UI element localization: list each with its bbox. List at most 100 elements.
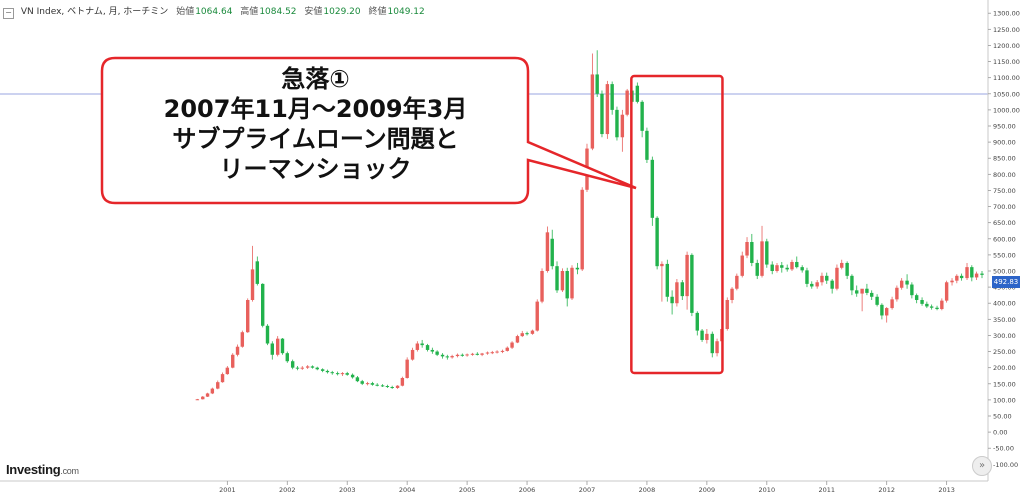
candle (450, 354, 454, 359)
candle (310, 365, 315, 369)
candle (695, 311, 699, 336)
candle-body (445, 356, 450, 358)
candle-body (610, 84, 614, 110)
candle (520, 330, 524, 338)
candle-body (850, 275, 854, 291)
candle-body (275, 338, 280, 355)
candle (395, 385, 400, 389)
candle-body (305, 366, 310, 368)
candle-body (790, 261, 794, 270)
candle-body (899, 280, 904, 288)
candle (360, 379, 364, 386)
candle-body (800, 267, 804, 271)
close-label: 終値 (368, 7, 387, 17)
candle (345, 371, 349, 376)
double-chevron-right-icon[interactable]: » (972, 456, 992, 476)
candle (940, 298, 944, 311)
candle-body (300, 367, 304, 369)
candle (730, 287, 734, 304)
candle-body (920, 300, 924, 304)
candle-body (385, 386, 390, 388)
candle (655, 216, 659, 270)
candle-body (261, 283, 265, 326)
candle-body (315, 367, 319, 370)
candle-body (935, 307, 939, 310)
candle (850, 274, 854, 296)
candle-body (815, 282, 819, 287)
candle-body (925, 303, 929, 307)
candle (685, 251, 689, 310)
y-tick-label: 500.00 (993, 268, 1016, 276)
candle (235, 344, 240, 357)
candle (875, 294, 879, 307)
candle-body (375, 384, 379, 386)
candle (905, 274, 909, 289)
candle-body (685, 254, 689, 297)
y-tick-label: 200.00 (993, 364, 1016, 372)
high-label: 高値 (240, 7, 259, 17)
candle-body (370, 383, 375, 385)
candle-body (940, 300, 944, 310)
y-tick-label: 300.00 (993, 332, 1016, 340)
candle-body (360, 381, 364, 384)
candle-body (250, 269, 255, 300)
candle-body (560, 271, 565, 291)
candle-body (515, 336, 520, 343)
candle (855, 285, 859, 297)
candle (515, 334, 520, 344)
candle (250, 245, 255, 302)
x-tick-label: 2004 (399, 486, 416, 494)
x-tick-label: 2009 (699, 486, 716, 494)
candle-body (255, 261, 260, 284)
candle-body (500, 350, 505, 352)
candle-body (875, 296, 879, 305)
candle-body (405, 359, 409, 378)
candle-body (595, 74, 599, 94)
candle-body (620, 114, 625, 138)
y-tick-label: 1050.00 (993, 90, 1020, 98)
y-tick-label: 150.00 (993, 380, 1016, 388)
candle (815, 280, 819, 289)
candle (959, 273, 964, 281)
candle-body (715, 341, 719, 354)
candle-body (660, 263, 664, 267)
candle (335, 371, 340, 376)
candle (765, 238, 769, 268)
candle (410, 347, 415, 361)
candle (980, 271, 984, 279)
candle (415, 341, 420, 352)
candle (490, 350, 494, 355)
candle-body (480, 353, 484, 355)
candle (575, 262, 580, 275)
candle-body (460, 354, 465, 356)
candle (275, 336, 280, 357)
candle (665, 259, 670, 302)
candle (445, 354, 450, 360)
x-tick-label: 2002 (279, 486, 296, 494)
candle-body (845, 262, 849, 276)
annotation-line-2: 2007年11月～2009年3月 (163, 95, 468, 123)
candle-body (540, 271, 544, 302)
annotation-line-3: サブプライムローン問題と (172, 125, 459, 153)
candle-body (535, 301, 539, 331)
candle (545, 226, 550, 273)
candle (790, 259, 794, 271)
candle-body (420, 343, 424, 346)
candle (890, 296, 894, 310)
candle-body (870, 292, 874, 297)
candle-body (944, 282, 949, 301)
candle (330, 370, 334, 375)
y-tick-label: 1200.00 (993, 42, 1020, 50)
candle-body (195, 399, 200, 401)
candle (640, 100, 644, 138)
candle (525, 331, 529, 336)
collapse-button[interactable]: − (3, 8, 14, 19)
brand-logo[interactable]: Investing.com (6, 462, 79, 477)
candle (255, 256, 260, 286)
candle (265, 324, 270, 346)
y-tick-label: 600.00 (993, 235, 1016, 243)
candle-body (205, 393, 210, 397)
candle-body (455, 354, 460, 357)
candle (625, 88, 629, 117)
candle (899, 278, 904, 290)
